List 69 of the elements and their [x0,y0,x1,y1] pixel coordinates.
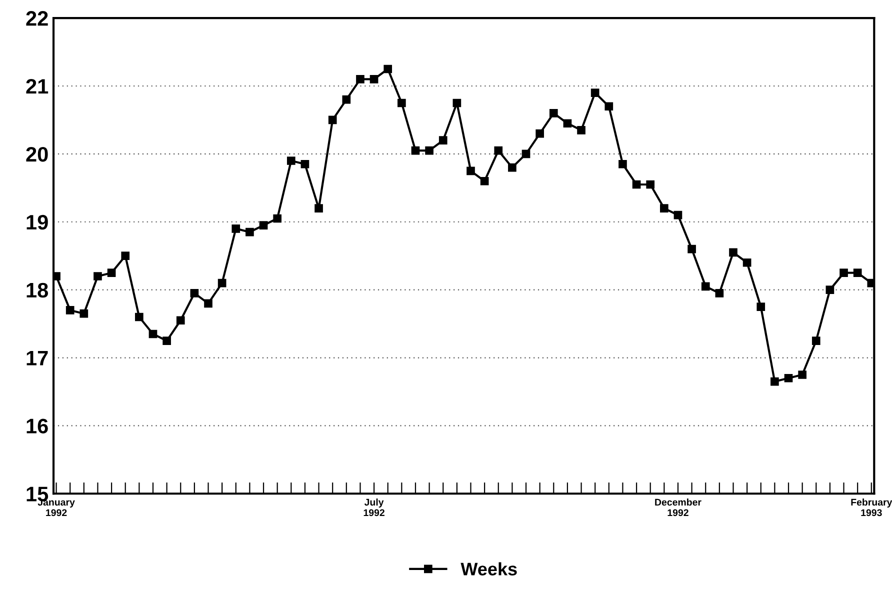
point [107,268,116,277]
point [80,309,88,318]
point [798,370,806,379]
point [715,289,724,298]
point [259,221,268,230]
point [162,336,171,345]
point [784,374,793,382]
point [563,119,572,128]
point [94,272,102,280]
point [770,377,779,386]
point [190,289,199,298]
point [314,204,323,212]
point [480,176,489,186]
point [204,299,212,308]
point [342,95,351,104]
point [729,248,738,257]
point [411,146,420,155]
point [618,160,627,168]
point [176,316,185,325]
point [466,166,475,176]
point [674,210,682,220]
point [522,150,530,158]
point [452,98,462,108]
point [300,160,310,168]
y-tick-label: 19 [26,214,48,230]
point [398,98,406,108]
point [536,129,544,138]
y-tick-label: 17 [26,350,48,366]
point [246,228,254,236]
y-tick-label: 16 [26,418,48,434]
point [577,126,586,134]
point [508,163,516,172]
point [494,146,503,155]
point [590,88,600,97]
point [646,180,655,189]
point [701,282,710,291]
point [742,258,752,267]
point [121,252,130,260]
point [438,136,448,145]
point [135,312,144,322]
point [328,116,337,124]
point [812,336,820,345]
legend-label: Weeks [460,562,517,576]
y-tick-label: 21 [26,79,48,94]
point [549,109,558,118]
point [660,204,668,212]
point [604,102,614,111]
point [66,306,74,314]
point [853,268,862,277]
x-tick-label: December 1992 [655,498,702,516]
point [356,75,364,84]
x-tick-label: July 1992 [364,498,384,516]
point [286,156,296,165]
point [370,75,378,84]
point [425,146,434,155]
point [232,224,240,233]
point [218,278,226,288]
point [632,180,641,189]
point [840,268,848,277]
point [273,214,282,223]
point [148,330,158,338]
y-tick-label: 22 [26,11,48,26]
point [826,286,834,294]
point [688,244,696,254]
y-tick-label: 18 [26,282,48,298]
point [756,302,766,311]
y-tick-label: 20 [26,146,48,162]
point [384,64,392,74]
x-tick-label: February 1993 [851,498,892,516]
